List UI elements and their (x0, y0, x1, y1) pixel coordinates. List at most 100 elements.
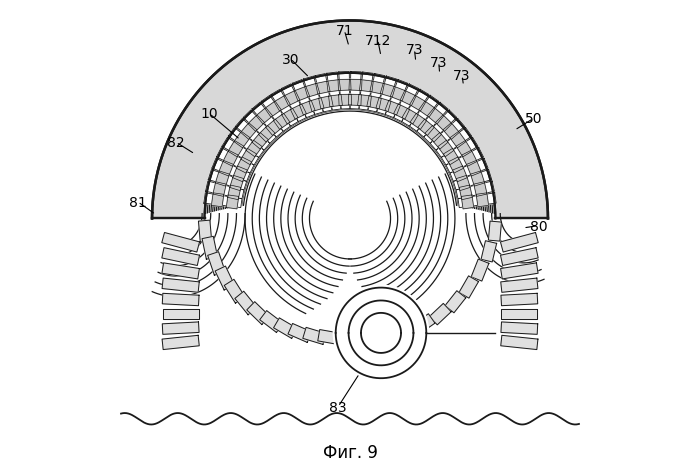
Polygon shape (432, 133, 448, 150)
Polygon shape (459, 276, 479, 298)
Polygon shape (294, 87, 309, 102)
Circle shape (333, 286, 428, 381)
Polygon shape (393, 85, 419, 122)
Polygon shape (500, 278, 538, 293)
Polygon shape (446, 149, 484, 174)
Polygon shape (219, 161, 233, 177)
Polygon shape (339, 95, 351, 106)
Polygon shape (461, 196, 474, 209)
Polygon shape (318, 97, 333, 109)
Text: 30: 30 (281, 52, 299, 67)
Polygon shape (393, 105, 410, 120)
Polygon shape (456, 176, 470, 191)
Polygon shape (304, 77, 323, 115)
Polygon shape (244, 111, 276, 144)
Polygon shape (481, 241, 496, 262)
Polygon shape (284, 91, 300, 106)
Polygon shape (458, 193, 496, 208)
Polygon shape (450, 132, 466, 149)
Polygon shape (418, 120, 434, 136)
Polygon shape (443, 124, 459, 140)
Polygon shape (456, 141, 472, 158)
Polygon shape (199, 221, 211, 243)
Polygon shape (162, 322, 199, 335)
Polygon shape (315, 74, 332, 113)
Polygon shape (228, 129, 264, 158)
Polygon shape (349, 95, 361, 106)
Polygon shape (309, 99, 324, 112)
Polygon shape (450, 159, 488, 182)
Polygon shape (234, 132, 250, 149)
Polygon shape (215, 267, 235, 290)
Polygon shape (359, 73, 373, 111)
Polygon shape (500, 336, 538, 350)
Polygon shape (385, 80, 408, 119)
Polygon shape (435, 116, 452, 132)
Polygon shape (410, 114, 426, 130)
Polygon shape (288, 324, 312, 343)
Polygon shape (261, 96, 290, 132)
Polygon shape (223, 151, 238, 167)
Polygon shape (247, 302, 270, 325)
Polygon shape (265, 102, 281, 118)
Polygon shape (378, 327, 400, 344)
Polygon shape (441, 138, 478, 166)
Text: 10: 10 (200, 107, 218, 121)
Polygon shape (206, 182, 244, 199)
Polygon shape (208, 170, 246, 190)
Polygon shape (252, 133, 268, 150)
Polygon shape (370, 82, 384, 95)
Polygon shape (489, 222, 501, 242)
Polygon shape (427, 109, 444, 125)
Polygon shape (206, 75, 494, 219)
Polygon shape (501, 309, 538, 319)
Polygon shape (368, 74, 385, 113)
Polygon shape (152, 21, 548, 219)
Polygon shape (410, 96, 439, 132)
Polygon shape (327, 73, 341, 111)
Polygon shape (402, 90, 429, 127)
Polygon shape (380, 84, 395, 98)
Polygon shape (395, 322, 418, 341)
Polygon shape (235, 292, 257, 315)
Polygon shape (241, 149, 257, 165)
Polygon shape (500, 233, 538, 252)
Polygon shape (292, 80, 315, 119)
Polygon shape (241, 124, 257, 140)
Polygon shape (290, 105, 307, 120)
Polygon shape (274, 114, 290, 130)
Polygon shape (327, 80, 340, 93)
Polygon shape (367, 97, 382, 109)
Polygon shape (216, 171, 230, 187)
Text: 82: 82 (167, 136, 185, 150)
Polygon shape (281, 85, 307, 122)
Polygon shape (211, 193, 224, 208)
Polygon shape (162, 248, 200, 266)
Polygon shape (471, 259, 489, 281)
Polygon shape (152, 21, 548, 219)
Polygon shape (226, 196, 239, 209)
Polygon shape (204, 193, 242, 208)
Polygon shape (467, 161, 481, 177)
Text: 83: 83 (329, 400, 347, 414)
Polygon shape (202, 237, 218, 259)
Polygon shape (501, 322, 538, 335)
Text: 73: 73 (430, 56, 447, 70)
Polygon shape (230, 176, 244, 191)
Polygon shape (248, 116, 265, 132)
Polygon shape (459, 186, 473, 200)
Polygon shape (271, 90, 298, 127)
Polygon shape (162, 294, 199, 306)
Polygon shape (377, 77, 396, 115)
Polygon shape (470, 171, 484, 187)
Text: 73: 73 (405, 43, 423, 57)
Polygon shape (274, 96, 290, 112)
Text: 81: 81 (129, 195, 146, 209)
Polygon shape (318, 330, 340, 345)
Polygon shape (385, 101, 400, 116)
Polygon shape (358, 95, 372, 108)
Text: 50: 50 (525, 112, 542, 126)
Polygon shape (162, 233, 200, 252)
Polygon shape (162, 309, 199, 319)
Polygon shape (501, 294, 538, 306)
